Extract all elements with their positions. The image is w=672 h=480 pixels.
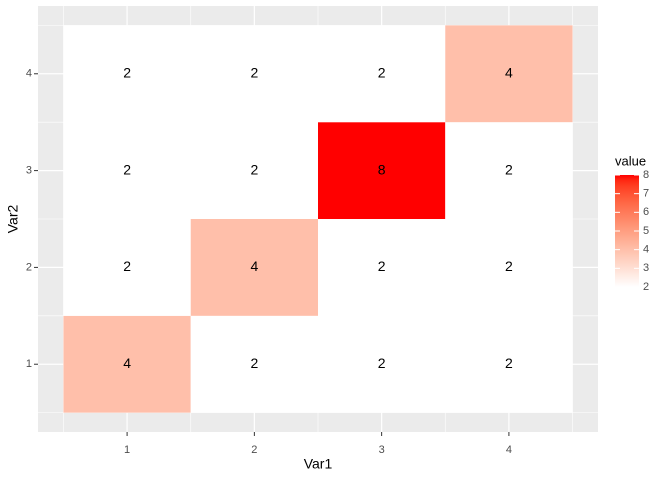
colorbar-tick-label: 8 — [643, 169, 649, 181]
tile — [318, 315, 446, 413]
tile — [318, 122, 446, 219]
tile — [63, 122, 191, 219]
cell-label: 2 — [250, 355, 258, 371]
tile — [445, 315, 573, 413]
tile — [445, 219, 573, 316]
cell-label: 4 — [250, 258, 258, 274]
cell-label: 4 — [123, 355, 131, 371]
cell-label: 2 — [250, 161, 258, 177]
tile — [63, 219, 191, 316]
colorbar-tick-label: 4 — [643, 244, 649, 256]
cell-label: 4 — [505, 64, 513, 80]
tile — [445, 25, 573, 123]
x-tick-label: 4 — [506, 444, 512, 456]
y-tick-label: 3 — [26, 164, 32, 176]
tile — [190, 25, 318, 123]
cell-label: 2 — [123, 64, 131, 80]
colorbar-tick-label: 3 — [643, 262, 649, 274]
y-tick-label: 2 — [26, 261, 32, 273]
colorbar-tick-label: 6 — [643, 206, 649, 218]
tile — [190, 122, 318, 219]
cell-label: 8 — [378, 161, 386, 177]
tile — [318, 25, 446, 123]
cell-label: 2 — [505, 258, 513, 274]
tile — [63, 315, 191, 413]
tile — [190, 315, 318, 413]
cell-label: 2 — [378, 64, 386, 80]
x-axis-title: Var1 — [304, 456, 333, 472]
tile — [63, 25, 191, 123]
colorbar-tick-label: 2 — [643, 281, 649, 293]
x-tick-label: 3 — [379, 444, 385, 456]
cell-label: 2 — [378, 355, 386, 371]
cell-label: 2 — [378, 258, 386, 274]
x-tick-label: 2 — [251, 444, 257, 456]
y-tick-label: 4 — [26, 68, 32, 80]
colorbar-tick-label: 5 — [643, 225, 649, 237]
y-axis-title: Var2 — [5, 205, 21, 234]
y-tick-label: 1 — [26, 358, 32, 370]
cell-label: 2 — [505, 355, 513, 371]
cell-label: 2 — [505, 161, 513, 177]
cell-label: 2 — [250, 64, 258, 80]
tile — [318, 219, 446, 316]
tile — [445, 122, 573, 219]
cell-label: 2 — [123, 258, 131, 274]
legend-title: value — [615, 153, 646, 168]
tile — [190, 219, 318, 316]
x-tick-label: 1 — [124, 444, 130, 456]
colorbar-tick-label: 7 — [643, 188, 649, 200]
cell-label: 2 — [123, 161, 131, 177]
